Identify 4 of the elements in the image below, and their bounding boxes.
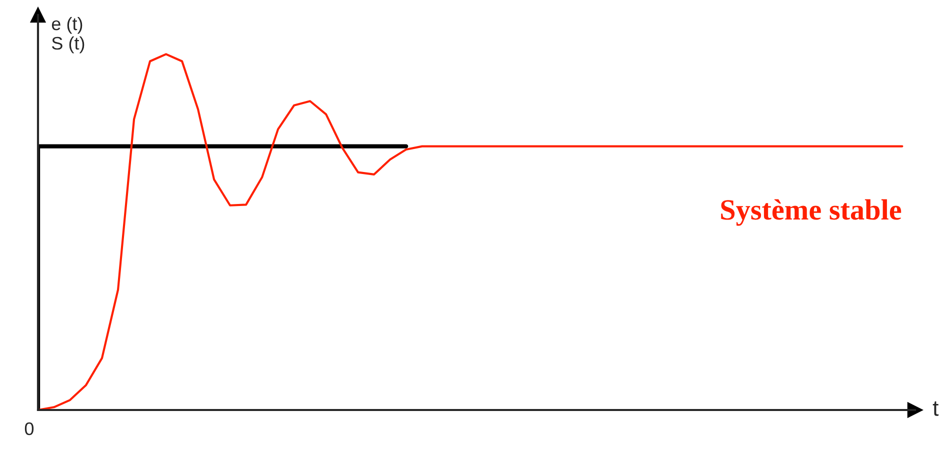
annotation: Système stable bbox=[721, 199, 902, 226]
x-axis-title: t bbox=[932, 401, 939, 416]
y-axis-title: e (t) S (t) bbox=[52, 16, 84, 54]
text: 0 bbox=[24, 422, 34, 436]
